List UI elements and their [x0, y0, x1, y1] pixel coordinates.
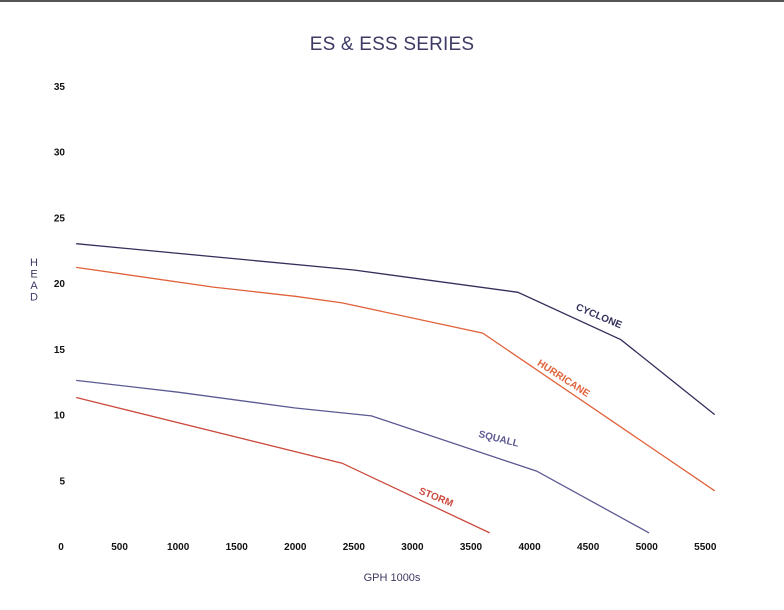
- x-tick-label: 5000: [636, 542, 659, 553]
- series-line-squall: [76, 379, 650, 534]
- x-tick-label: 2000: [284, 542, 307, 553]
- y-axis-ticks: 35 30 25 20 15 10 5: [54, 82, 66, 487]
- y-tick-label: 15: [54, 345, 66, 356]
- series-label-cyclone: CYCLONE: [574, 302, 624, 331]
- chart-title: ES & ESS SERIES: [309, 34, 475, 55]
- y-axis-label-letter: A: [30, 280, 38, 292]
- y-tick-label: 30: [54, 148, 66, 159]
- y-tick-label: 35: [54, 82, 66, 93]
- y-axis-label-letter: E: [30, 269, 37, 281]
- top-border-rule: [0, 0, 784, 2]
- y-tick-label: 10: [54, 411, 66, 422]
- series-label-storm: STORM: [417, 486, 454, 510]
- x-tick-label: 3000: [401, 542, 424, 553]
- y-tick-label: 25: [54, 213, 66, 224]
- series-labels: CYCLONE HURRICANE SQUALL STORM: [417, 302, 624, 510]
- y-tick-label: 5: [59, 476, 65, 487]
- y-tick-label: 20: [54, 279, 66, 290]
- series-lines: [76, 243, 716, 534]
- x-tick-label: 4500: [577, 542, 600, 553]
- x-tick-label: 2500: [343, 542, 366, 553]
- series-line-hurricane: [76, 266, 716, 492]
- x-tick-label: 5500: [694, 542, 717, 553]
- x-tick-label: 1500: [226, 542, 249, 553]
- series-label-squall: SQUALL: [477, 429, 520, 450]
- y-axis-label-letter: D: [30, 292, 38, 304]
- series-label-hurricane: HURRICANE: [535, 358, 592, 400]
- y-axis-label-letter: H: [30, 257, 38, 269]
- x-axis-label: GPH 1000s: [364, 572, 421, 584]
- x-tick-label: 4000: [518, 542, 541, 553]
- x-tick-label: 500: [111, 542, 128, 553]
- series-line-cyclone: [76, 243, 716, 416]
- x-tick-label: 0: [58, 542, 64, 553]
- x-tick-label: 1000: [167, 542, 190, 553]
- series-line-storm: [76, 396, 490, 534]
- x-tick-label: 3500: [460, 542, 483, 553]
- x-axis-ticks: 0 500 1000 1500 2000 2500 3000 3500 4000 4500 5000…: [58, 542, 717, 553]
